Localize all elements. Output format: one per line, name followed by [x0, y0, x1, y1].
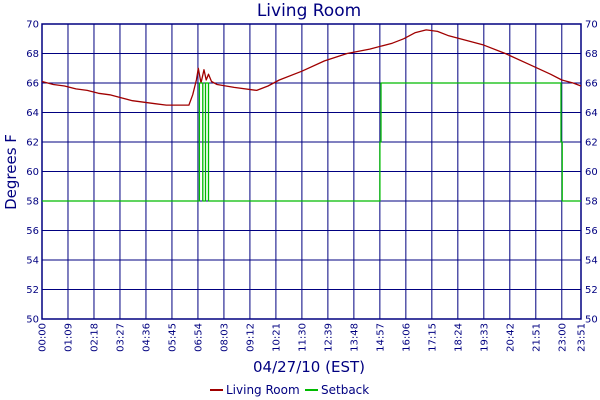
x-tick-label: 17:15 — [427, 323, 438, 352]
x-tick-label: 11:30 — [297, 323, 308, 352]
x-tick-label: 13:48 — [349, 323, 360, 352]
y-tick-label-left: 56 — [26, 226, 39, 237]
y-tick-label-right: 64 — [585, 108, 598, 119]
chart-title: Living Room — [257, 1, 361, 21]
x-tick-label: 16:06 — [401, 323, 412, 352]
legend: Living Room Setback — [210, 383, 369, 397]
x-tick-label: 12:39 — [323, 323, 334, 352]
legend-label-living-room: Living Room — [226, 383, 300, 397]
y-tick-label-right: 66 — [585, 79, 598, 90]
y-tick-label-left: 68 — [26, 49, 39, 60]
y-tick-label-right: 68 — [585, 49, 598, 60]
y-tick-label-left: 70 — [26, 20, 39, 31]
x-tick-label: 10:21 — [271, 323, 282, 352]
y-tick-label-left: 50 — [26, 315, 39, 326]
x-tick-label: 23:51 — [577, 323, 588, 352]
y-tick-label-right: 50 — [585, 315, 598, 326]
series-layer — [41, 29, 582, 202]
x-tick-label: 05:45 — [167, 323, 178, 352]
y-tick-label-left: 64 — [26, 108, 39, 119]
x-tick-label: 21:51 — [531, 323, 542, 352]
y-tick-label-left: 66 — [26, 79, 39, 90]
y-tick-label-left: 54 — [26, 256, 39, 267]
y-tick-label-left: 60 — [26, 167, 39, 178]
y-tick-label-right: 60 — [585, 167, 598, 178]
x-tick-label: 20:42 — [505, 323, 516, 352]
y-tick-label-right: 58 — [585, 197, 598, 208]
x-tick-label: 08:03 — [219, 323, 230, 352]
x-tick-label: 02:18 — [89, 323, 100, 352]
x-axis-title: 04/27/10 (EST) — [253, 358, 365, 376]
x-tick-label: 01:09 — [63, 323, 74, 352]
x-tick-label: 06:54 — [193, 323, 204, 352]
y-tick-label-left: 62 — [26, 138, 39, 149]
x-tick-label: 23:00 — [557, 323, 568, 352]
y-tick-label-right: 52 — [585, 285, 598, 296]
y-tick-label-left: 52 — [26, 285, 39, 296]
x-tick-label: 03:27 — [115, 323, 126, 352]
legend-label-setback: Setback — [321, 383, 369, 397]
x-tick-label: 18:24 — [453, 323, 464, 352]
y-axis-title: Degrees F — [2, 134, 20, 210]
x-axis: 00:00 01:09 02:18 03:27 04:36 05:45 06:54 08:03… — [38, 323, 588, 352]
y-axis-left: 50 52 54 56 58 60 62 64 66 68 70 — [26, 20, 39, 326]
y-tick-label-right: 62 — [585, 138, 598, 149]
series-line-living-room — [41, 29, 582, 106]
x-tick-label: 19:33 — [479, 323, 490, 352]
y-tick-label-left: 58 — [26, 197, 39, 208]
x-tick-label: 04:36 — [141, 323, 152, 352]
y-axis-right: 50 52 54 56 58 60 62 64 66 68 70 — [585, 20, 598, 326]
x-tick-label: 09:12 — [245, 323, 256, 352]
y-tick-label-right: 70 — [585, 20, 598, 31]
x-tick-label: 14:57 — [375, 323, 386, 352]
x-tick-label: 00:00 — [38, 323, 49, 352]
plot-frame — [41, 23, 582, 320]
y-tick-label-right: 54 — [585, 256, 598, 267]
series-line-setback — [42, 82, 581, 202]
y-tick-label-right: 56 — [585, 226, 598, 237]
